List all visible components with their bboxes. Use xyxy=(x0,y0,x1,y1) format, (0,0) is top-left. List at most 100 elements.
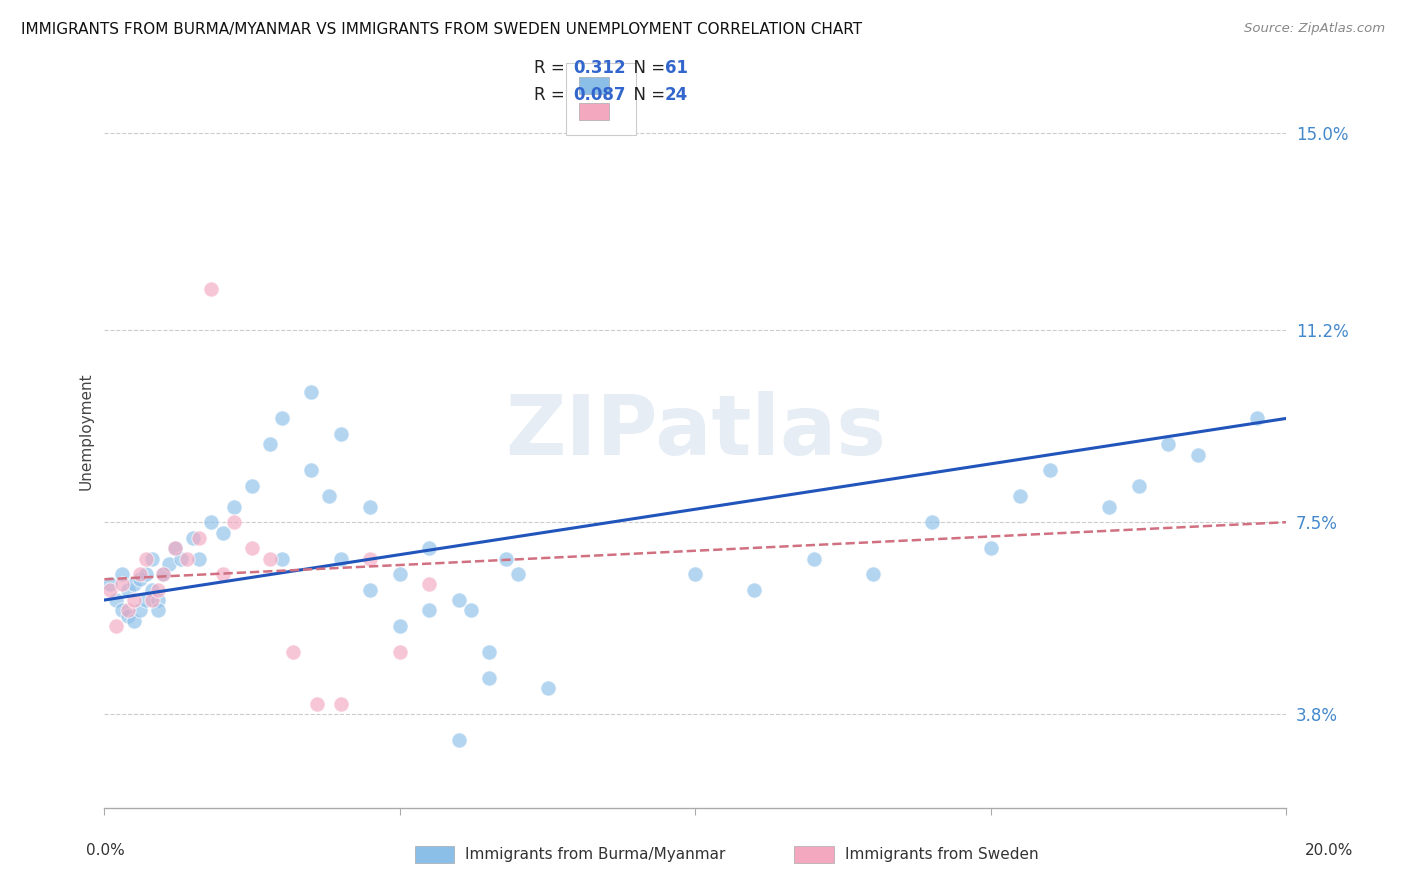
Point xyxy=(111,603,134,617)
Point xyxy=(135,551,157,566)
Point xyxy=(1187,448,1209,462)
Point xyxy=(307,697,329,711)
Point xyxy=(1010,489,1032,503)
Text: R =: R = xyxy=(534,59,571,77)
Point xyxy=(111,577,134,591)
Point xyxy=(1246,411,1268,425)
Point xyxy=(744,582,766,597)
Point xyxy=(329,551,352,566)
Point xyxy=(329,697,352,711)
Point xyxy=(105,593,128,607)
Point xyxy=(224,500,246,514)
Point xyxy=(152,567,174,582)
Point xyxy=(299,385,322,400)
Point xyxy=(200,515,222,529)
Point xyxy=(862,567,884,582)
Point xyxy=(495,551,517,566)
Point xyxy=(418,577,440,591)
Point xyxy=(270,411,292,425)
Point xyxy=(98,577,121,591)
Point xyxy=(359,582,381,597)
Point xyxy=(135,593,157,607)
Point xyxy=(187,551,209,566)
Point xyxy=(135,567,157,582)
Text: 0.312: 0.312 xyxy=(574,59,626,77)
Point xyxy=(141,582,163,597)
Point xyxy=(418,541,440,556)
Point xyxy=(259,437,281,451)
Point xyxy=(359,551,381,566)
Point xyxy=(921,515,943,529)
Point xyxy=(1128,479,1150,493)
Point xyxy=(418,603,440,617)
Legend: , : , xyxy=(565,63,636,135)
Point xyxy=(283,645,305,659)
Point xyxy=(146,593,169,607)
Point xyxy=(98,582,121,597)
Point xyxy=(141,593,163,607)
Text: R =: R = xyxy=(534,87,571,104)
Text: Immigrants from Burma/Myanmar: Immigrants from Burma/Myanmar xyxy=(465,847,725,862)
Point xyxy=(506,567,529,582)
Point xyxy=(803,551,825,566)
Point xyxy=(329,427,352,442)
Point xyxy=(146,582,169,597)
Point xyxy=(122,614,145,628)
Point xyxy=(170,551,193,566)
Point xyxy=(477,671,499,685)
Point xyxy=(447,593,470,607)
Point xyxy=(128,572,150,586)
Text: 24: 24 xyxy=(665,87,689,104)
Point xyxy=(240,479,263,493)
Text: N =: N = xyxy=(623,87,671,104)
Point xyxy=(146,603,169,617)
Text: ZIPatlas: ZIPatlas xyxy=(505,391,886,472)
Text: 20.0%: 20.0% xyxy=(1305,843,1353,858)
Point xyxy=(187,531,209,545)
Point xyxy=(460,603,482,617)
Point xyxy=(447,733,470,747)
Text: IMMIGRANTS FROM BURMA/MYANMAR VS IMMIGRANTS FROM SWEDEN UNEMPLOYMENT CORRELATION: IMMIGRANTS FROM BURMA/MYANMAR VS IMMIGRA… xyxy=(21,22,862,37)
Point xyxy=(122,577,145,591)
Point xyxy=(211,525,233,540)
Point xyxy=(388,567,411,582)
Text: Source: ZipAtlas.com: Source: ZipAtlas.com xyxy=(1244,22,1385,36)
Point xyxy=(388,645,411,659)
Point xyxy=(318,489,340,503)
Point xyxy=(980,541,1002,556)
Text: 0.0%: 0.0% xyxy=(86,843,125,858)
Y-axis label: Unemployment: Unemployment xyxy=(79,373,93,491)
Point xyxy=(270,551,292,566)
Point xyxy=(117,608,139,623)
Point xyxy=(359,500,381,514)
Point xyxy=(1039,463,1062,477)
Point xyxy=(181,531,204,545)
Point xyxy=(152,567,174,582)
Point xyxy=(122,593,145,607)
Point xyxy=(211,567,233,582)
Point xyxy=(111,567,134,582)
Text: Immigrants from Sweden: Immigrants from Sweden xyxy=(845,847,1039,862)
Point xyxy=(477,645,499,659)
Point xyxy=(1157,437,1180,451)
Point xyxy=(685,567,707,582)
Point xyxy=(176,551,198,566)
Point xyxy=(1098,500,1121,514)
Point xyxy=(240,541,263,556)
Point xyxy=(536,681,558,696)
Point xyxy=(141,551,163,566)
Point xyxy=(128,603,150,617)
Text: 61: 61 xyxy=(665,59,688,77)
Point xyxy=(117,582,139,597)
Point xyxy=(117,603,139,617)
Point xyxy=(165,541,187,556)
Point xyxy=(388,619,411,633)
Text: 0.087: 0.087 xyxy=(574,87,626,104)
Text: N =: N = xyxy=(623,59,671,77)
Point xyxy=(165,541,187,556)
Point xyxy=(105,619,128,633)
Point xyxy=(299,463,322,477)
Point xyxy=(224,515,246,529)
Point xyxy=(200,282,222,296)
Point xyxy=(128,567,150,582)
